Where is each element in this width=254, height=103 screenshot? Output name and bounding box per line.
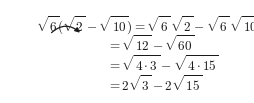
Text: $= \sqrt{12}-\sqrt{60}$: $= \sqrt{12}-\sqrt{60}$ (107, 35, 194, 54)
Text: $\sqrt{6}(\sqrt{2}-\sqrt{10}) = \sqrt{6}\,\sqrt{2}-\sqrt{6}\,\sqrt{10}$: $\sqrt{6}(\sqrt{2}-\sqrt{10}) = \sqrt{6}… (36, 15, 254, 37)
Text: $= 2\sqrt{3}-2\sqrt{15}$: $= 2\sqrt{3}-2\sqrt{15}$ (107, 74, 202, 94)
Text: $= \sqrt{4 \cdot 3}-\sqrt{4 \cdot 15}$: $= \sqrt{4 \cdot 3}-\sqrt{4 \cdot 15}$ (107, 54, 218, 74)
